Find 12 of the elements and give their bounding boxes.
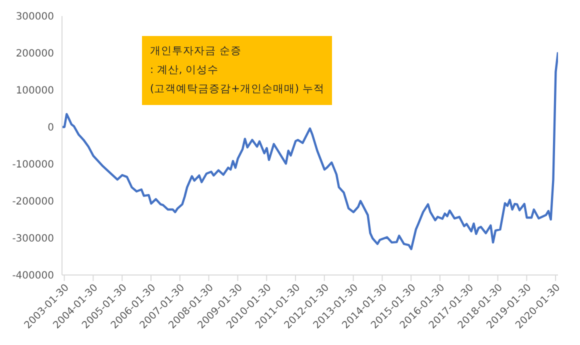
y-tick-label: 200000: [16, 48, 54, 60]
y-tick-label: 100000: [16, 86, 54, 97]
y-tick-label: -100000: [12, 160, 54, 171]
y-tick-label: -200000: [12, 196, 54, 208]
y-tick-label: 0: [48, 122, 54, 134]
y-tick-label: -300000: [12, 234, 54, 245]
annotation: (고객예탁금증감+개인순매매) 누적: [150, 82, 324, 97]
y-tick-label: -400000: [12, 270, 54, 282]
y-tick-label: 300000: [16, 12, 54, 23]
annotation: 개인투자자금 순증: [150, 44, 242, 59]
annotation: : 계산, 이성수: [150, 63, 220, 78]
note-box: 개인투자자금 순증 : 계산, 이성수 (고객예탁금증감+개인순매매) 누적: [142, 36, 332, 105]
